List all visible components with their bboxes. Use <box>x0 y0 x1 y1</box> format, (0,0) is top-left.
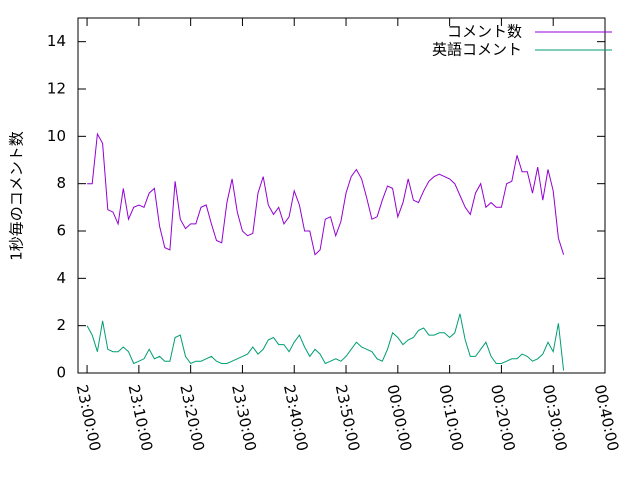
y-tick-label: 4 <box>56 269 66 287</box>
y-tick-label: 12 <box>47 80 66 98</box>
y-tick-label: 14 <box>47 32 66 50</box>
x-tick-label: 00:30:00 <box>539 383 571 453</box>
x-tick-label: 00:00:00 <box>384 383 416 453</box>
plot-border <box>77 17 606 374</box>
x-tick-label: 00:10:00 <box>435 383 467 453</box>
y-tick-label: 8 <box>56 174 66 192</box>
x-tick-label: 23:30:00 <box>228 383 260 453</box>
x-tick-label: 23:40:00 <box>280 383 312 453</box>
y-tick-label: 10 <box>47 127 66 145</box>
y-tick-label: 0 <box>56 364 66 382</box>
legend-label: コメント数 <box>447 23 522 41</box>
x-tick-label: 23:20:00 <box>176 383 208 453</box>
y-tick-label: 2 <box>56 316 66 334</box>
x-tick-label: 23:00:00 <box>73 383 105 453</box>
x-tick-label: 23:50:00 <box>332 383 364 453</box>
x-tick-label: 00:20:00 <box>487 383 519 453</box>
x-tick-label: 23:10:00 <box>125 383 157 453</box>
legend-label: 英語コメント <box>432 41 522 59</box>
series-line <box>86 313 565 371</box>
y-tick-label: 6 <box>56 222 66 240</box>
series-line <box>87 132 565 256</box>
x-tick-label: 00:40:00 <box>591 383 623 453</box>
y-axis-label: 1秒毎のコメント数 <box>8 131 26 261</box>
